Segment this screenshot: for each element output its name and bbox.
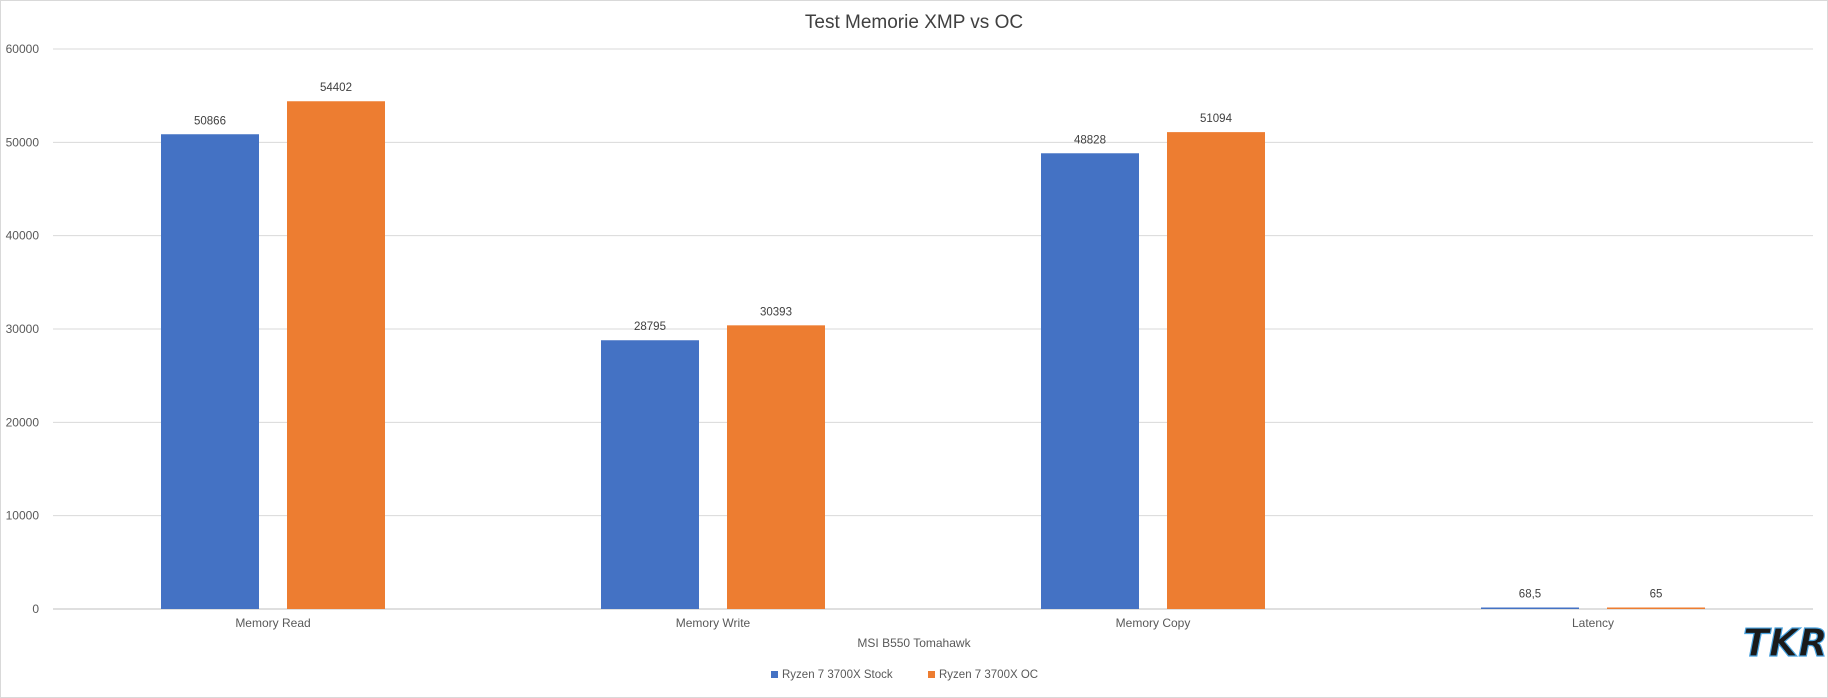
legend-label: Ryzen 7 3700X Stock [782,669,893,681]
data-label: 48828 [1074,134,1106,146]
category-label: Memory Read [235,616,310,630]
bars [161,101,1705,610]
data-label: 28795 [634,321,666,333]
y-tick-label: 10000 [6,509,40,523]
bar [1041,153,1139,609]
y-tick-label: 20000 [6,415,40,429]
y-tick-label: 0 [32,602,39,616]
data-labels: 50866 54402 28795 30393 48828 51094 68,5 65 [194,82,1662,600]
bar [727,325,825,609]
legend: Ryzen 7 3700X Stock Ryzen 7 3700X OC [771,669,1038,681]
legend-swatch [771,671,778,678]
y-tick-label: 50000 [6,135,40,149]
data-label: 51094 [1200,113,1233,125]
bar [1167,132,1265,609]
y-axis-ticks: 0 10000 20000 30000 40000 50000 60000 [6,42,40,616]
y-tick-label: 60000 [6,42,40,56]
legend-label: Ryzen 7 3700X OC [939,669,1038,681]
data-label: 65 [1650,589,1663,601]
chart-title: Test Memorie XMP vs OC [805,12,1023,33]
category-label: Latency [1572,616,1614,630]
bar [601,340,699,609]
logo-text: TKR [1743,621,1827,665]
bar [161,134,259,609]
bar [1607,607,1705,609]
y-tick-label: 40000 [6,229,40,243]
data-label: 54402 [320,82,352,94]
category-labels: Memory Read Memory Write Memory Copy Latenc… [235,616,1614,630]
category-label: Memory Write [676,616,751,630]
bar [1481,607,1579,609]
logo: TKR [1742,620,1827,665]
data-label: 50866 [194,115,226,127]
legend-swatch [928,671,935,678]
x-axis-title: MSI B550 Tomahawk [857,636,971,650]
data-label: 30393 [760,306,792,318]
data-label: 68,5 [1519,589,1541,601]
category-label: Memory Copy [1116,616,1191,630]
y-tick-label: 30000 [6,322,40,336]
bar [287,101,385,610]
